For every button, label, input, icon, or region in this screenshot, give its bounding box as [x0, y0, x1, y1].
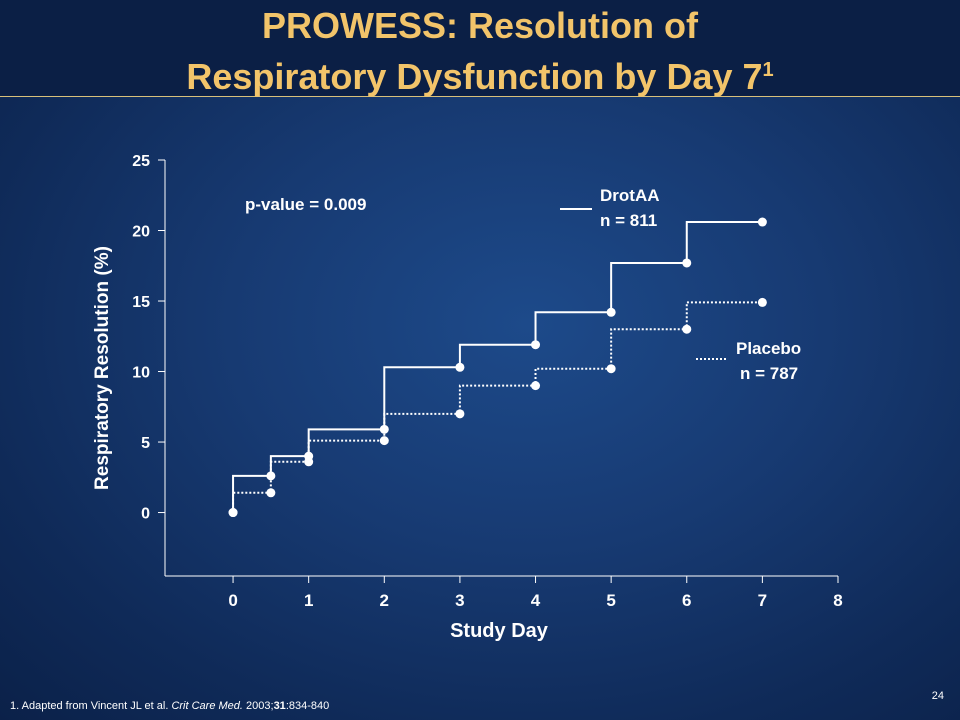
series-line-placebo — [232, 301, 763, 513]
p-value-annotation: p-value = 0.009 — [245, 195, 366, 214]
legend-drotaa-name: DrotAA — [600, 186, 660, 205]
y-axis-label: Respiratory Resolution (%) — [92, 246, 113, 490]
y-tick-label: 0 — [141, 506, 150, 523]
data-point-placebo — [455, 409, 465, 419]
slide-title-line2: Respiratory Dysfunction by Day 71 — [0, 50, 960, 97]
slide-title-line1: PROWESS: Resolution of — [262, 5, 698, 46]
slide-title-line2-text: Respiratory Dysfunction by Day 7 — [186, 56, 763, 97]
data-point-drotaa — [757, 217, 767, 227]
legend-drotaa-n: n = 811 — [600, 211, 657, 230]
x-tick-label: 6 — [682, 591, 691, 610]
data-point-drotaa — [455, 362, 465, 372]
x-tick-label: 2 — [380, 591, 389, 610]
title-bar — [0, 0, 960, 97]
x-axis-label: Study Day — [450, 620, 549, 642]
data-point-placebo — [304, 457, 314, 467]
data-point-placebo — [228, 508, 238, 518]
footnote-journal: Crit Care Med. — [171, 700, 243, 712]
y-tick-label: 15 — [132, 294, 150, 311]
data-point-drotaa — [531, 340, 541, 350]
x-tick-label: 5 — [606, 591, 615, 610]
footnote-volume: 31 — [273, 700, 286, 712]
data-point-drotaa — [266, 471, 276, 481]
legend-placebo-name: Placebo — [736, 339, 801, 358]
footnote-year: 2003; — [242, 700, 274, 712]
y-tick-label: 5 — [141, 435, 150, 452]
x-tick-label: 3 — [455, 591, 464, 610]
title-superscript: 1 — [762, 59, 774, 81]
footnote-prefix: 1. Adapted from Vincent JL et al. — [10, 700, 172, 712]
data-point-placebo — [606, 364, 616, 374]
data-point-drotaa — [379, 424, 389, 434]
axes-group: 0 5 10 15 20 25 0 1 2 3 4 5 6 7 8 — [132, 153, 843, 610]
data-point-placebo — [379, 436, 389, 446]
y-tick-label: 20 — [132, 224, 150, 241]
data-point-placebo — [757, 297, 767, 307]
x-tick-label: 4 — [531, 591, 541, 610]
series-layer — [228, 217, 767, 518]
legend-placebo-n: n = 787 — [740, 364, 798, 383]
data-point-drotaa — [682, 258, 692, 268]
legend-placebo: Placebo n = 787 — [696, 339, 801, 383]
data-point-placebo — [682, 324, 692, 334]
page-number: 24 — [931, 690, 944, 702]
data-point-drotaa — [606, 307, 616, 317]
data-point-placebo — [266, 488, 276, 498]
x-tick-label: 8 — [833, 591, 842, 610]
y-tick-label: 25 — [132, 153, 150, 170]
footnote: 1. Adapted from Vincent JL et al. Crit C… — [10, 700, 329, 712]
x-tick-label: 1 — [304, 591, 313, 610]
y-tick-label: 10 — [132, 365, 150, 382]
data-point-placebo — [531, 381, 541, 391]
legend-drotaa: DrotAA n = 811 — [560, 186, 660, 230]
x-tick-label: 7 — [758, 591, 767, 610]
series-line-drotaa — [232, 221, 763, 513]
x-tick-label: 0 — [228, 591, 237, 610]
footnote-pages: :834-840 — [285, 700, 330, 712]
